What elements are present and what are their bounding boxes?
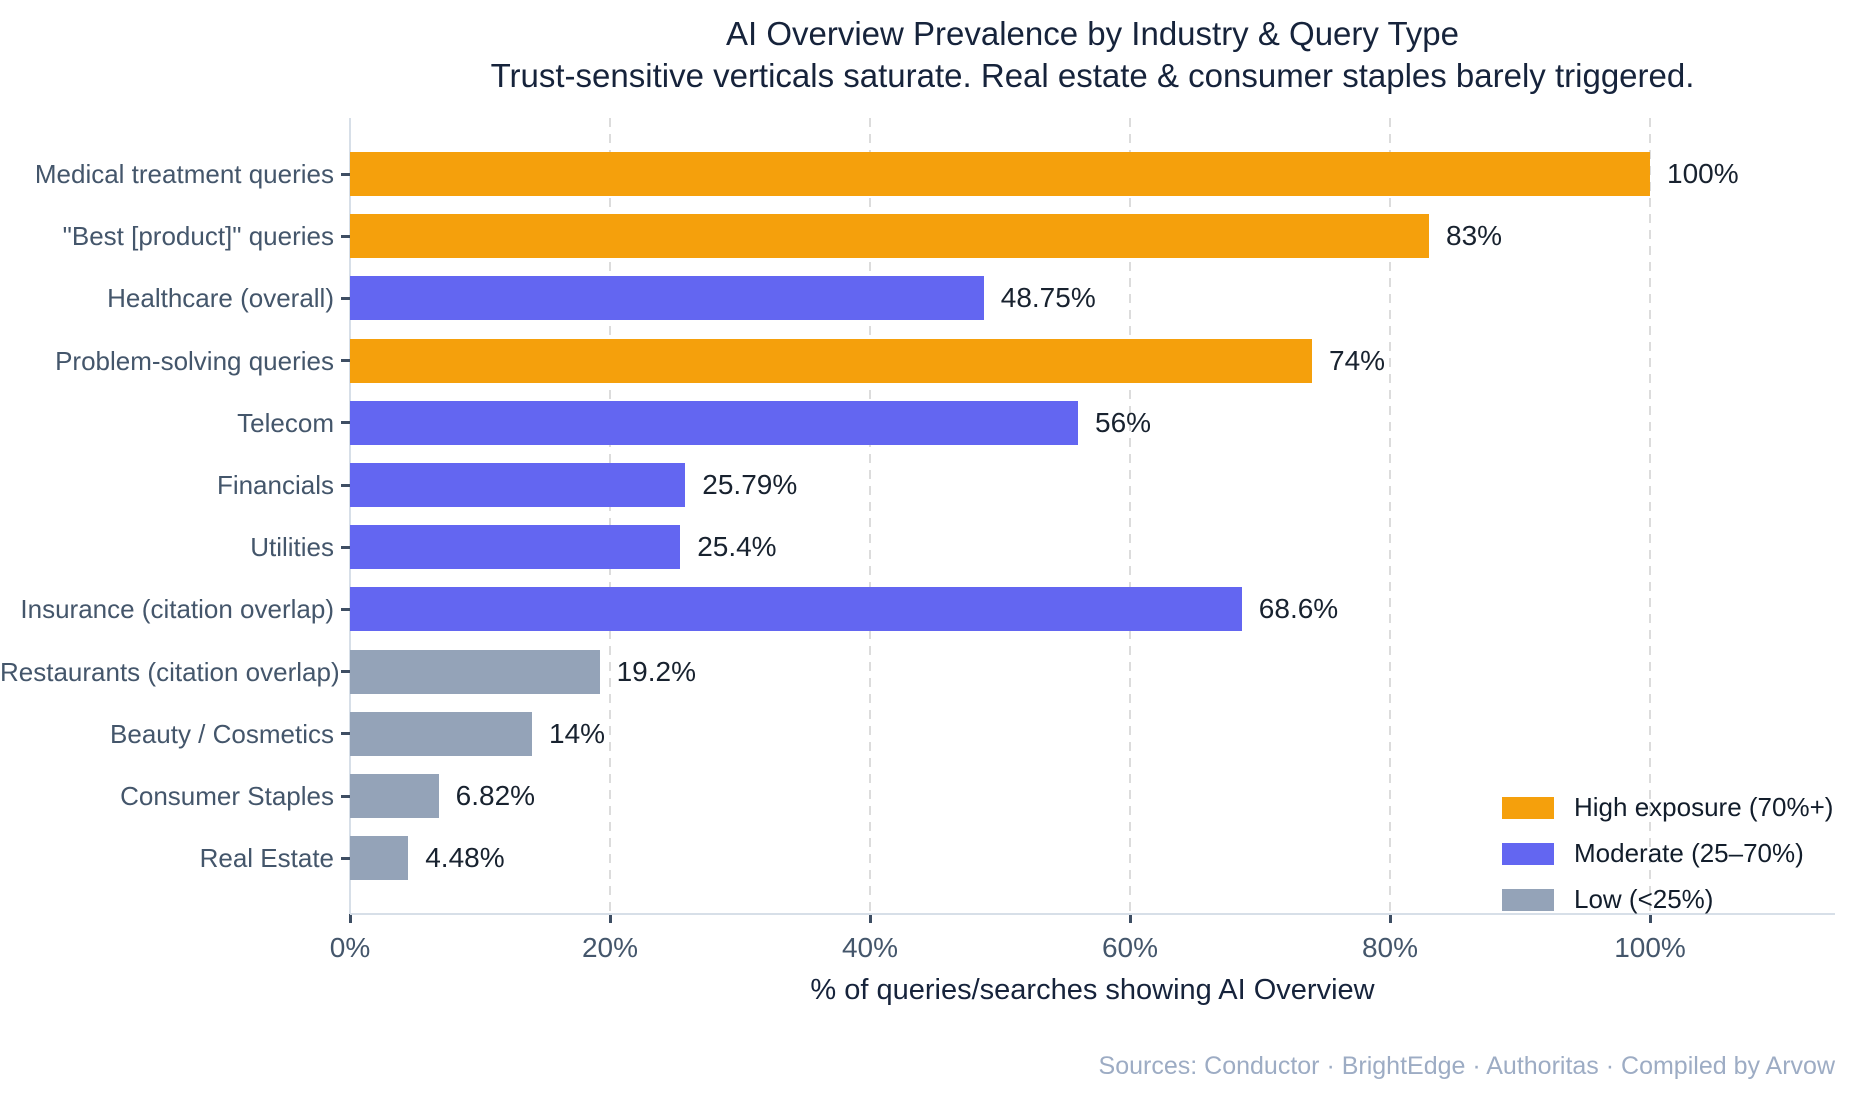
- y-axis-tick: [341, 296, 350, 300]
- y-axis-tick: [341, 172, 350, 176]
- gridline: [609, 118, 611, 914]
- y-axis-tick: [341, 421, 350, 425]
- category-label: Problem-solving queries: [55, 345, 334, 376]
- x-tick-label: 20%: [581, 932, 639, 963]
- chart-subtitle: Trust-sensitive verticals saturate. Real…: [490, 57, 1695, 94]
- legend-item: Low (<25%): [1502, 884, 1833, 915]
- legend-swatch-low: [1502, 888, 1554, 911]
- x-tick-label: 0%: [329, 932, 371, 963]
- value-label: 68.6%: [1258, 593, 1339, 625]
- bar: [350, 276, 984, 321]
- value-label: 14%: [549, 717, 606, 749]
- legend-label: High exposure (70%+): [1574, 792, 1834, 822]
- value-label: 100%: [1667, 158, 1739, 189]
- y-axis-tick: [341, 794, 350, 798]
- x-axis-tick: [1389, 914, 1392, 923]
- bar: [350, 836, 409, 881]
- category-label: Telecom: [237, 407, 334, 438]
- value-label: 4.48%: [425, 842, 505, 874]
- x-tick-label: 40%: [841, 932, 899, 963]
- category-label: "Best [product]" queries: [62, 221, 334, 252]
- category-label: Restaurants (citation overlap): [0, 656, 340, 687]
- value-label: 74%: [1329, 344, 1386, 376]
- category-label: Utilities: [250, 532, 334, 563]
- chart-header: AI Overview Prevalence by Industry & Que…: [350, 13, 1835, 97]
- value-label: 6.82%: [455, 780, 536, 811]
- y-axis-tick: [341, 483, 350, 487]
- bar: [350, 338, 1312, 383]
- bar: [350, 152, 1650, 196]
- category-label: Real Estate: [199, 843, 334, 874]
- x-axis-title: % of queries/searches showing AI Overvie…: [810, 974, 1375, 1006]
- category-label: Medical treatment queries: [34, 159, 334, 189]
- x-axis-tick: [1129, 914, 1132, 923]
- x-tick-label: 80%: [1361, 932, 1419, 963]
- x-axis-tick: [349, 914, 352, 923]
- gridline: [1389, 118, 1391, 914]
- legend-swatch-high: [1502, 796, 1554, 819]
- y-axis-tick: [341, 607, 350, 611]
- gridline: [1129, 118, 1131, 914]
- y-axis-tick: [341, 359, 350, 363]
- x-axis-tick: [1649, 914, 1652, 923]
- x-axis-tick: [609, 914, 612, 923]
- legend: High exposure (70%+) Moderate (25–70%) Low…: [1502, 792, 1833, 930]
- legend-item: High exposure (70%+): [1502, 792, 1833, 823]
- category-label: Insurance (citation overlap): [20, 594, 334, 625]
- gridline: [869, 118, 871, 914]
- value-label: 83%: [1446, 220, 1503, 252]
- bar: [350, 525, 681, 570]
- value-label: 56%: [1095, 406, 1152, 438]
- gridline: [1649, 118, 1651, 914]
- bar: [350, 774, 439, 818]
- bar: [350, 214, 1429, 259]
- y-axis-tick: [341, 234, 350, 238]
- bar: [350, 649, 600, 694]
- legend-label: Moderate (25–70%): [1574, 838, 1804, 868]
- value-label: 48.75%: [1000, 282, 1096, 314]
- x-tick-label: 100%: [1614, 932, 1686, 963]
- bar: [350, 587, 1242, 632]
- y-axis-line: [349, 118, 351, 914]
- bar: [350, 711, 532, 756]
- category-label: Financials: [216, 470, 334, 500]
- x-axis-tick: [869, 914, 872, 923]
- value-label: 25.79%: [702, 469, 798, 500]
- bar: [350, 463, 686, 507]
- value-label: 25.4%: [697, 531, 777, 563]
- category-label: Beauty / Cosmetics: [110, 718, 334, 749]
- y-axis-tick: [341, 545, 350, 549]
- x-axis-line: [350, 913, 1835, 915]
- source-note: Sources: Conductor · BrightEdge · Author…: [1098, 1052, 1835, 1080]
- bar: [350, 400, 1078, 445]
- category-label: Consumer Staples: [120, 781, 334, 811]
- legend-label: Low (<25%): [1574, 884, 1714, 914]
- value-label: 19.2%: [616, 655, 696, 687]
- chart-title: AI Overview Prevalence by Industry & Que…: [725, 15, 1460, 52]
- y-axis-tick: [341, 856, 350, 860]
- x-tick-label: 60%: [1101, 932, 1159, 963]
- legend-swatch-moderate: [1502, 842, 1554, 865]
- category-label: Healthcare (overall): [107, 283, 334, 314]
- y-axis-tick: [341, 670, 350, 674]
- legend-item: Moderate (25–70%): [1502, 838, 1833, 869]
- y-axis-tick: [341, 732, 350, 736]
